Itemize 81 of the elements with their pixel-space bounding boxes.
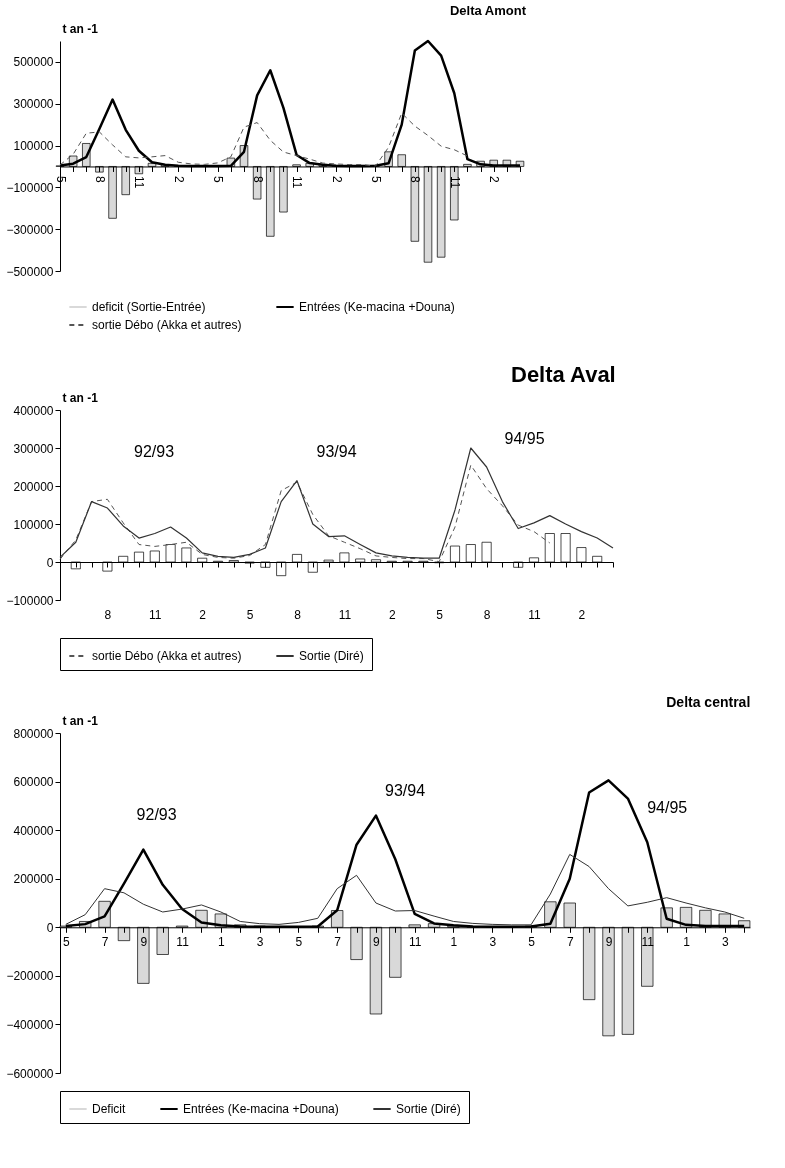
x-tick-label: 5	[62, 934, 70, 949]
x-tick-label: 5	[295, 934, 303, 949]
y-axis-title: t an -1	[62, 21, 99, 36]
annotation: 92/93	[133, 442, 175, 460]
x-tick-label: 5	[211, 175, 226, 183]
x-tick-label: 7	[566, 934, 574, 949]
y-tick-label: 600000	[13, 775, 54, 790]
x-tick-label: 8	[92, 175, 107, 183]
x-tick-label: 11	[290, 175, 305, 189]
x-tick-label: 3	[256, 934, 264, 949]
y-tick-label: −100000	[6, 180, 54, 195]
legend-label: Entrées (Ke-macina +Douna)	[183, 1102, 339, 1116]
x-tick-label: 5	[436, 607, 444, 622]
y-tick-label: 300000	[13, 441, 54, 456]
legend-label: sortie Débo (Akka et autres)	[92, 318, 242, 332]
x-tick-label: 2	[388, 607, 396, 622]
y-tick-label: −600000	[6, 1066, 54, 1081]
y-tick-label: −200000	[6, 969, 54, 984]
x-tick-label: 3	[721, 934, 729, 949]
x-tick-label: 1	[683, 934, 691, 949]
x-tick-label: 11	[408, 934, 422, 949]
annotation: 94/95	[647, 798, 688, 816]
y-tick-label: 0	[46, 920, 54, 935]
x-tick-label: 8	[294, 607, 302, 622]
annotation: 92/93	[136, 805, 177, 823]
y-tick-label: 100000	[13, 517, 54, 532]
legend-label: sortie Débo (Akka et autres)	[92, 649, 242, 663]
x-tick-label: 7	[334, 934, 342, 949]
x-tick-label: 2	[171, 175, 186, 183]
x-tick-label: 11	[176, 934, 190, 949]
x-tick-label: 2	[329, 175, 344, 183]
annotation: 94/95	[504, 429, 545, 447]
y-axis-title: t an -1	[62, 713, 99, 728]
x-tick-label: 11	[528, 607, 542, 622]
chart-title: Delta Aval	[510, 362, 616, 387]
legend-label: Sortie (Diré)	[396, 1102, 461, 1116]
y-tick-label: 200000	[13, 872, 54, 887]
y-tick-label: 400000	[13, 823, 54, 838]
x-tick-label: 2	[578, 607, 586, 622]
chart-title: Delta central	[666, 694, 751, 710]
x-tick-label: 9	[605, 934, 613, 949]
y-tick-label: −300000	[6, 222, 54, 237]
y-tick-label: 400000	[13, 403, 54, 418]
x-tick-label: 7	[101, 934, 109, 949]
y-tick-label: 0	[46, 555, 54, 570]
x-tick-label: 11	[338, 607, 352, 622]
legend-label: deficit (Sortie-Entrée)	[92, 300, 206, 314]
x-tick-label: 11	[641, 934, 655, 949]
y-tick-label: 800000	[13, 726, 54, 741]
x-tick-label: 5	[528, 934, 536, 949]
annotation: 93/94	[316, 442, 357, 460]
x-tick-label: 3	[489, 934, 497, 949]
y-tick-label: −500000	[6, 264, 54, 279]
x-tick-label: 2	[199, 607, 207, 622]
y-tick-label: −100000	[6, 593, 54, 608]
x-tick-label: 2	[487, 175, 502, 183]
x-tick-label: 5	[368, 175, 383, 183]
chart-title: Delta Amont	[449, 3, 527, 18]
y-axis-title: t an -1	[62, 390, 99, 405]
x-tick-label: 11	[149, 607, 162, 622]
y-tick-label: 200000	[13, 479, 54, 494]
x-tick-label: 1	[450, 934, 458, 949]
x-tick-label: 8	[408, 175, 423, 183]
y-tick-label: 500000	[13, 55, 54, 70]
x-tick-label: 8	[250, 175, 265, 183]
legend-label: Entrées (Ke-macina +Douna)	[299, 300, 455, 314]
x-tick-label: 8	[104, 607, 112, 622]
annotation: 93/94	[384, 781, 426, 799]
x-tick-label: 9	[140, 934, 148, 949]
x-tick-label: 5	[53, 175, 68, 183]
y-tick-label: 100000	[13, 139, 54, 154]
x-tick-label: 5	[246, 607, 254, 622]
legend-label: Deficit	[92, 1102, 127, 1116]
y-tick-label: 300000	[13, 97, 54, 112]
x-tick-label: 11	[447, 175, 462, 189]
y-tick-label: −400000	[6, 1017, 54, 1032]
x-tick-label: 1	[218, 934, 226, 949]
x-tick-label: 11	[132, 175, 147, 189]
x-tick-label: 9	[373, 934, 381, 949]
x-tick-label: 8	[483, 607, 491, 622]
legend-label: Sortie (Diré)	[299, 649, 364, 663]
